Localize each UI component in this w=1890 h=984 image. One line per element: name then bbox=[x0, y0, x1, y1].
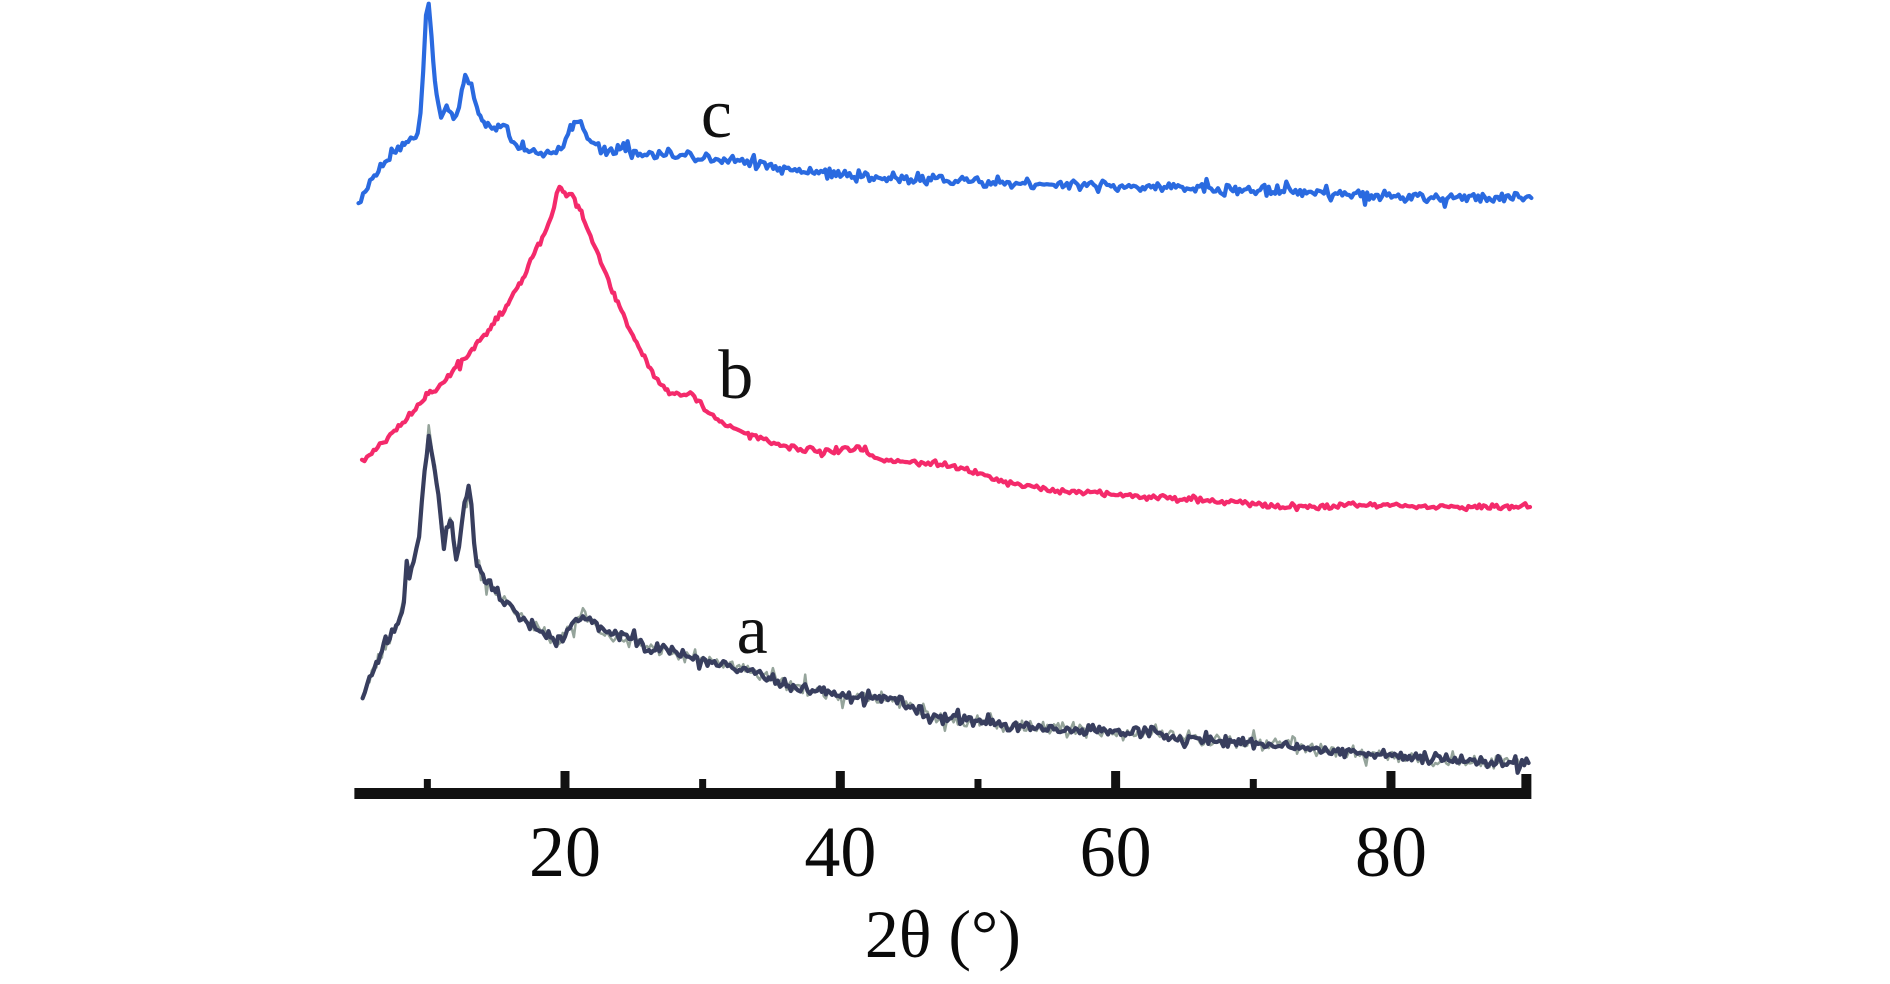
x-tick-label-80: 80 bbox=[1354, 812, 1427, 892]
x-minor-tick-50 bbox=[974, 779, 982, 788]
x-major-tick-60 bbox=[1111, 771, 1121, 788]
curve-b-trace bbox=[359, 184, 1533, 513]
x-tick-label-20: 20 bbox=[529, 812, 601, 892]
curve-c-trace bbox=[356, 1, 1534, 209]
x-axis-title: 2θ (°) bbox=[864, 896, 1021, 972]
x-minor-tick-30 bbox=[699, 779, 707, 788]
x-tick-label-40: 40 bbox=[804, 812, 877, 892]
x-tick-label-60: 60 bbox=[1079, 812, 1152, 892]
curve-label-a: a bbox=[736, 592, 768, 669]
curve-a-trace bbox=[360, 433, 1531, 775]
x-major-tick-40 bbox=[835, 771, 845, 788]
x-minor-tick-70 bbox=[1249, 779, 1257, 788]
x-major-tick-80 bbox=[1386, 771, 1396, 788]
x-axis-line bbox=[354, 788, 1532, 799]
x-minor-tick-10 bbox=[423, 779, 431, 788]
curve-label-c: c bbox=[700, 76, 732, 153]
x-end-tick-90 bbox=[1521, 774, 1532, 788]
x-major-tick-20 bbox=[560, 771, 570, 788]
curve-label-b: b bbox=[718, 337, 754, 414]
